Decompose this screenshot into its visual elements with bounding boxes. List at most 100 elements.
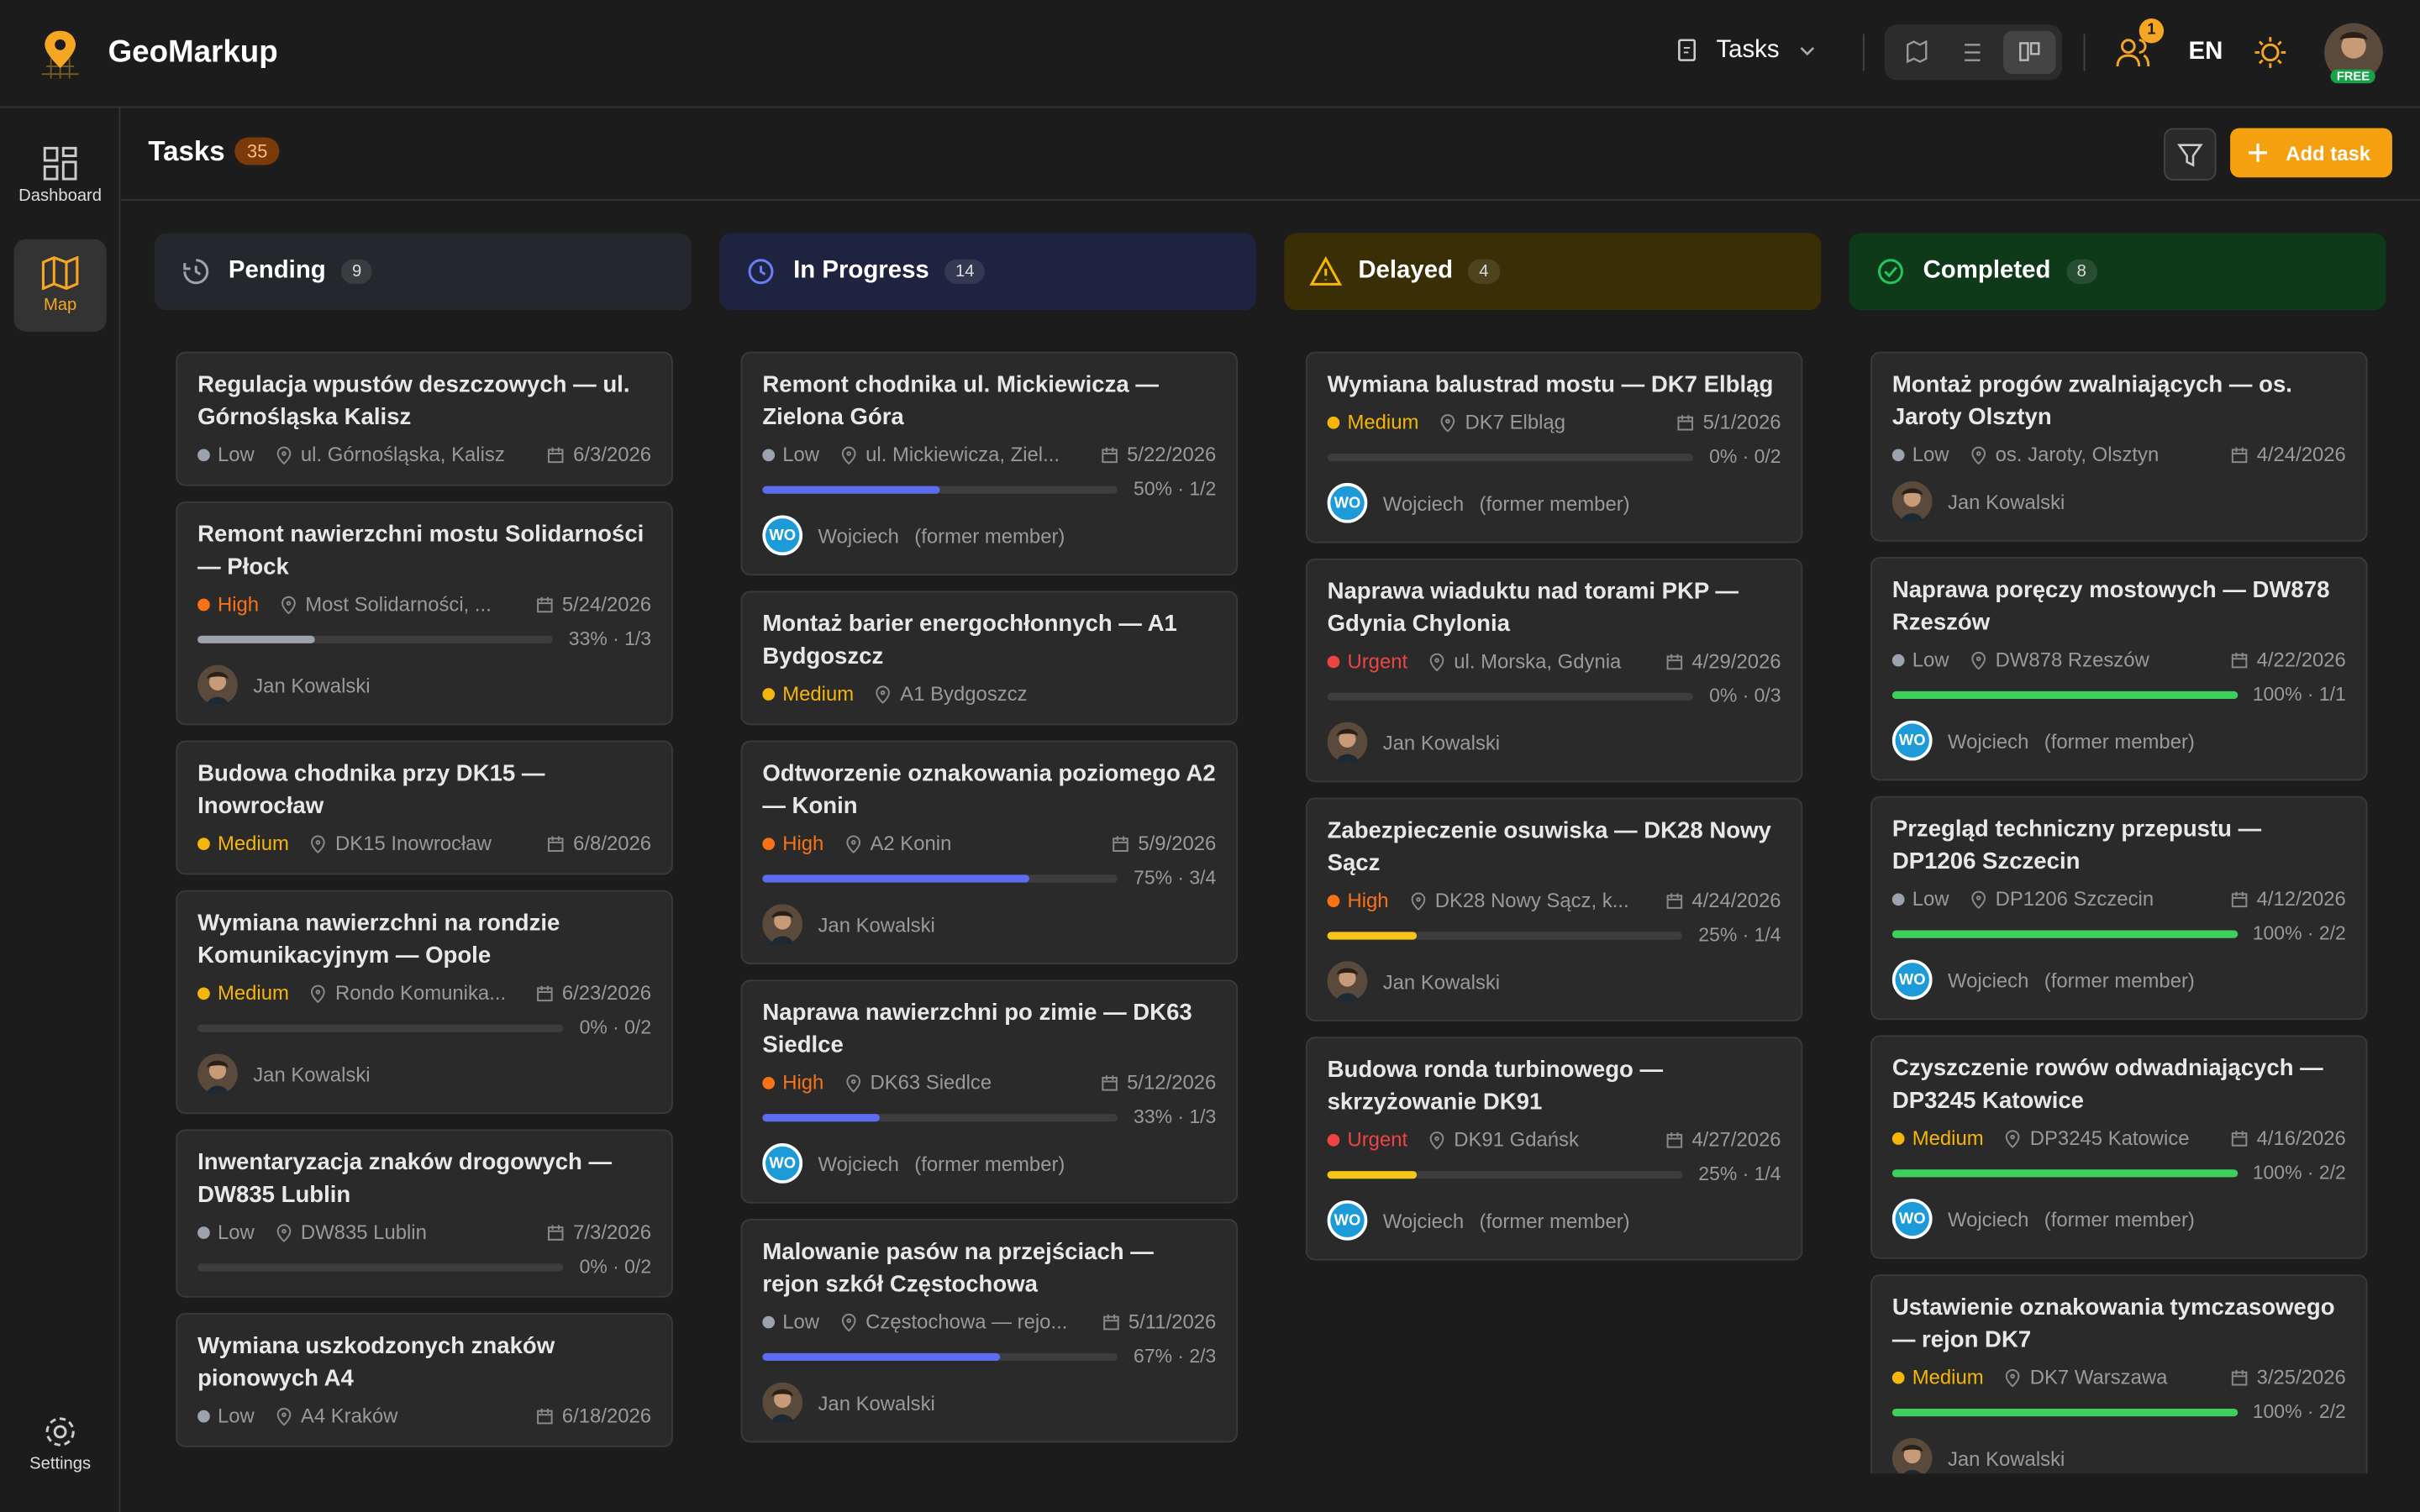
task-card[interactable]: Remont nawierzchni mostu Solidarności — … xyxy=(176,501,673,726)
task-card[interactable]: Odtworzenie oznakowania poziomego A2 — K… xyxy=(740,740,1239,964)
due-date: 5/1/2026 xyxy=(1702,410,1781,434)
initials: WO xyxy=(1898,1210,1926,1228)
due-date: 5/22/2026 xyxy=(1127,443,1217,466)
shape xyxy=(276,1223,292,1242)
task-card[interactable]: Montaż barier energochłonnych — A1 Bydgo… xyxy=(740,591,1239,726)
progress-label: 25% · 1/4 xyxy=(1698,1163,1781,1185)
progress-track xyxy=(1891,929,2238,937)
initials: WO xyxy=(1898,732,1926,749)
progress-row: 33% · 1/3 xyxy=(762,1106,1216,1128)
task-card[interactable]: Malowanie pasów na przejściach — rejon s… xyxy=(740,1219,1239,1443)
shape xyxy=(1666,892,1683,909)
initials: WO xyxy=(769,1154,797,1173)
task-card[interactable]: Naprawa poręczy mostowych — DW878 Rzeszó… xyxy=(1870,557,2368,781)
map-view[interactable] xyxy=(1891,31,1943,74)
nav-dashboard[interactable]: Dashboard xyxy=(14,129,107,222)
shape xyxy=(1666,1131,1683,1147)
task-card[interactable]: Budowa chodnika przy DK15 — Inowrocław Me… xyxy=(176,740,673,875)
avatar xyxy=(197,1053,238,1095)
priority-dot xyxy=(1891,448,1905,461)
task-meta: Low A4 Kraków 6/18/2026 xyxy=(197,1404,651,1427)
assignee-note: (former member) xyxy=(2044,1207,2195,1231)
shape xyxy=(1429,652,1444,671)
task-card[interactable]: Wymiana uszkodzonych znaków pionowych A4… xyxy=(176,1313,673,1447)
task-title: Przegląd techniczny przepustu — DP1206 S… xyxy=(1891,816,2262,875)
user-avatar[interactable]: FREE xyxy=(2323,22,2384,84)
shape xyxy=(771,1389,794,1397)
priority: Medium xyxy=(1912,1365,1984,1389)
progress-bar xyxy=(762,485,941,493)
shape xyxy=(1336,753,1359,763)
task-card[interactable]: Budowa ronda turbinowego — skrzyżowanie … xyxy=(1305,1037,1803,1261)
assignee: WO Wojciech (former member) xyxy=(1327,1200,1781,1241)
add-task-button[interactable]: Add task xyxy=(2230,128,2392,178)
location: A4 Kraków xyxy=(300,1404,398,1427)
card-list: Montaż progów zwalniających — os. Jaroty… xyxy=(1870,351,2368,1474)
progress-row: 0% · 0/2 xyxy=(1327,446,1781,468)
due-date: 5/9/2026 xyxy=(1138,832,1217,855)
task-card[interactable]: Przegląd techniczny przepustu — DP1206 S… xyxy=(1870,795,2368,1021)
task-meta: High Most Solidarności, ... 5/24/2026 xyxy=(197,592,651,616)
status-icon xyxy=(183,259,209,285)
language[interactable]: EN xyxy=(2188,38,2223,66)
chevron xyxy=(1800,47,1814,56)
members-button[interactable]: 1 xyxy=(2114,18,2165,71)
task-card[interactable]: Ustawienie oznakowania tymczasowego — re… xyxy=(1870,1274,2368,1474)
priority-dot xyxy=(762,448,776,461)
shape xyxy=(311,984,326,1002)
shape xyxy=(1102,446,1118,463)
task-card[interactable]: Naprawa nawierzchni po zimie — DK63 Sied… xyxy=(740,979,1239,1204)
task-card[interactable]: Czyszczenie rowów odwadniających — DP324… xyxy=(1870,1035,2368,1259)
priority: Low xyxy=(782,1310,820,1333)
filter-button[interactable] xyxy=(2164,128,2217,181)
assignee-name: Jan Kowalski xyxy=(818,912,935,936)
progress-track xyxy=(197,634,554,643)
task-title: Malowanie pasów na przejściach — rejon s… xyxy=(762,1238,1154,1298)
progress-row: 0% · 0/2 xyxy=(197,1016,651,1038)
board-view[interactable] xyxy=(2003,30,2056,75)
column-count: 8 xyxy=(2065,259,2097,284)
progress-row: 100% · 2/2 xyxy=(1891,1162,2346,1184)
nav-map[interactable]: Map xyxy=(13,239,107,332)
pin-icon xyxy=(1971,651,1986,669)
task-meta: High DK28 Nowy Sącz, k... 4/24/2026 xyxy=(1327,888,1781,912)
progress-track xyxy=(762,485,1118,493)
priority-dot xyxy=(197,448,210,461)
task-card[interactable]: Inwentaryzacja znaków drogowych — DW835 … xyxy=(176,1129,673,1298)
location: DP1206 Szczecin xyxy=(1995,887,2154,911)
theme-toggle[interactable] xyxy=(2254,35,2287,69)
pin-icon xyxy=(2006,1129,2020,1147)
priority-dot xyxy=(197,597,210,611)
due-date: 4/24/2026 xyxy=(1691,888,1781,912)
avatar: WO xyxy=(1891,1199,1933,1239)
progress-label: 100% · 1/1 xyxy=(2252,683,2346,706)
task-card[interactable]: Regulacja wpustów deszczowych — ul. Górn… xyxy=(176,351,673,486)
task-card[interactable]: Wymiana nawierzchni na rondzie Komunikac… xyxy=(176,890,673,1115)
priority: Urgent xyxy=(1347,649,1408,673)
view-select[interactable]: Tasks xyxy=(1676,37,1817,65)
task-card[interactable]: Naprawa wiaduktu nad torami PKP — Gdynia… xyxy=(1305,558,1803,783)
task-meta: Low os. Jaroty, Olsztyn 4/24/2026 xyxy=(1891,443,2346,466)
avatar: WO xyxy=(1891,959,1933,1000)
task-card[interactable]: Montaż progów zwalniających — os. Jaroty… xyxy=(1870,351,2368,542)
task-meta: Low DW835 Lublin 7/3/2026 xyxy=(197,1221,651,1243)
shape xyxy=(1903,1446,1921,1464)
pin-icon xyxy=(1429,1131,1444,1149)
pin-icon xyxy=(1429,652,1444,671)
nav-label: Map xyxy=(43,296,77,315)
avatar xyxy=(762,1382,803,1423)
priority-dot xyxy=(1327,894,1340,907)
task-card[interactable]: Remont chodnika ul. Mickiewicza — Zielon… xyxy=(740,351,1239,576)
progress-bar xyxy=(1327,931,1417,939)
avatar xyxy=(762,904,803,945)
shape xyxy=(1336,728,1359,737)
view-toggle xyxy=(1884,24,2062,81)
task-card[interactable]: Zabezpieczenie osuwiska — DK28 Nowy Sącz… xyxy=(1305,797,1803,1021)
list-view[interactable] xyxy=(1946,31,1998,74)
location: A1 Bydgoszcz xyxy=(900,681,1028,706)
nav-settings[interactable]: Settings xyxy=(14,1398,107,1490)
task-title: Budowa chodnika przy DK15 — Inowrocław xyxy=(197,760,545,820)
priority: Medium xyxy=(782,681,855,706)
task-card[interactable]: Wymiana balustrad mostu — DK7 Elbląg Medi… xyxy=(1305,351,1803,543)
task-meta: Medium A1 Bydgoszcz xyxy=(762,681,1216,706)
